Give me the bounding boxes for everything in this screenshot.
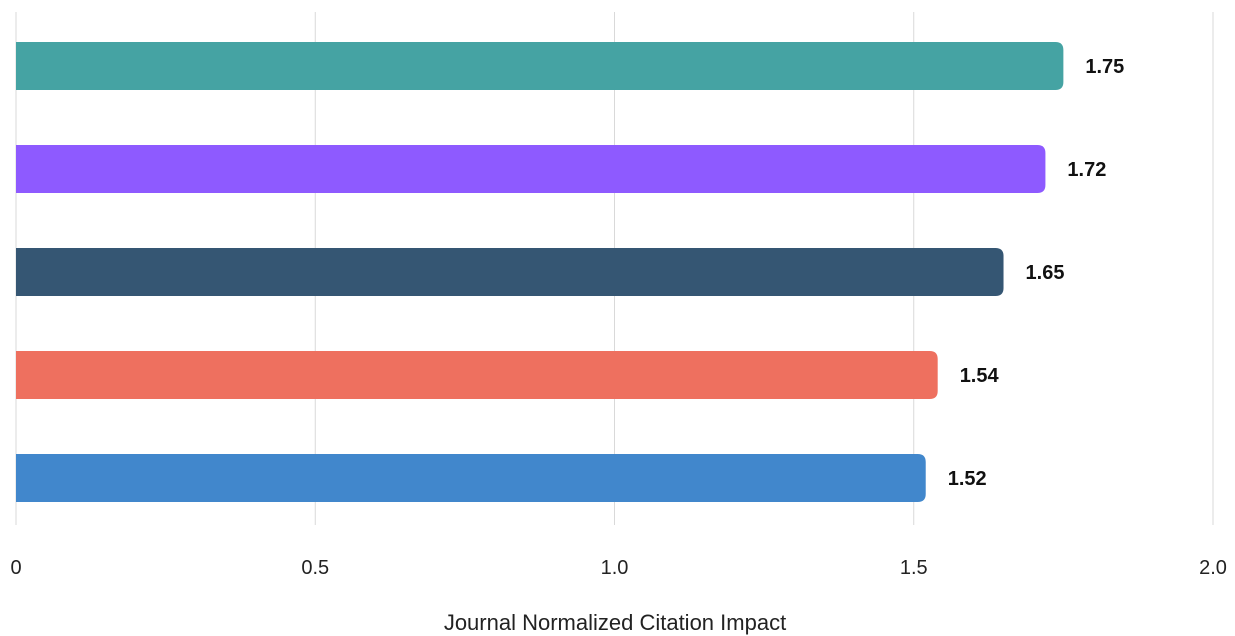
- x-axis-ticks: 0 0.5 1.0 1.5 2.0: [10, 557, 1226, 579]
- x-axis-title: Journal Normalized Citation Impact: [444, 610, 786, 635]
- bar: [16, 145, 1046, 193]
- bar: [16, 351, 938, 399]
- bar: [16, 454, 926, 502]
- x-tick-label: 0.5: [301, 557, 329, 579]
- bar: [16, 248, 1004, 296]
- x-tick-label: 1.5: [900, 557, 928, 579]
- bar: [16, 42, 1064, 90]
- bar-value-label: 1.52: [948, 468, 987, 490]
- bars: [16, 42, 1064, 502]
- x-tick-label: 1.0: [601, 557, 629, 579]
- bar-value-label: 1.75: [1085, 56, 1124, 78]
- x-tick-label: 2.0: [1199, 557, 1227, 579]
- bar-value-label: 1.65: [1026, 262, 1065, 284]
- value-labels: 1.75 1.72 1.65 1.54 1.52: [948, 56, 1125, 490]
- bar-value-label: 1.72: [1067, 159, 1106, 181]
- x-tick-label: 0: [10, 557, 21, 579]
- bar-value-label: 1.54: [960, 365, 1000, 387]
